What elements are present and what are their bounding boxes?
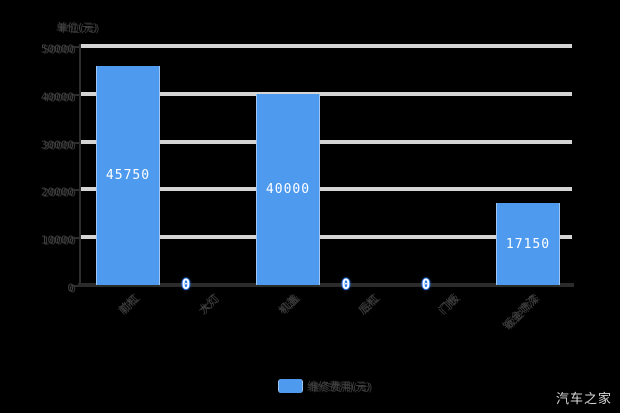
zero-value-badge: 0 xyxy=(341,277,351,293)
y-tick-mark xyxy=(73,94,79,96)
legend-label: 维修费用(元) xyxy=(307,380,371,393)
y-tick-label: 50000 xyxy=(40,42,74,56)
watermark: 汽车之家 xyxy=(555,392,612,407)
y-tick-label: 30000 xyxy=(40,138,74,152)
gridline xyxy=(80,140,572,144)
y-tick-mark xyxy=(73,189,79,191)
bar[interactable]: 45750 xyxy=(96,66,160,285)
x-tick-label: 机盖 xyxy=(275,292,301,318)
y-tick-mark xyxy=(73,237,79,239)
bar[interactable]: 40000 xyxy=(256,94,320,285)
y-tick-mark xyxy=(73,285,79,287)
y-tick-label: 20000 xyxy=(40,185,74,199)
gridline xyxy=(80,235,572,239)
bar-value-label: 45750 xyxy=(105,168,151,183)
x-tick-label: 后杠 xyxy=(355,292,381,318)
bar-value-label: 40000 xyxy=(265,182,311,197)
gridline xyxy=(80,92,572,96)
y-tick-mark xyxy=(73,46,79,48)
x-tick-label: 大灯 xyxy=(195,292,221,318)
bar-value-label: 17150 xyxy=(505,236,551,252)
x-tick-label: 前杠 xyxy=(115,292,141,318)
zero-value-badge: 0 xyxy=(421,277,431,293)
legend[interactable]: 维修费用(元) xyxy=(278,378,371,394)
y-axis-unit-label: 单位(元) xyxy=(56,21,98,34)
x-tick-label: 门板 xyxy=(435,292,461,318)
gridline xyxy=(80,187,572,191)
x-tick-label: 钣金喷漆 xyxy=(500,292,541,333)
y-tick-label: 40000 xyxy=(40,90,74,104)
y-tick-label: 10000 xyxy=(40,233,74,247)
x-axis-line xyxy=(78,283,574,287)
y-tick-mark xyxy=(73,142,79,144)
zero-value-badge: 0 xyxy=(181,277,191,293)
y-axis-line xyxy=(79,44,81,287)
legend-swatch-icon xyxy=(278,379,303,393)
y-tick-label: 0 xyxy=(67,281,74,295)
bar[interactable]: 17150 xyxy=(496,203,560,285)
gridline xyxy=(80,44,572,48)
